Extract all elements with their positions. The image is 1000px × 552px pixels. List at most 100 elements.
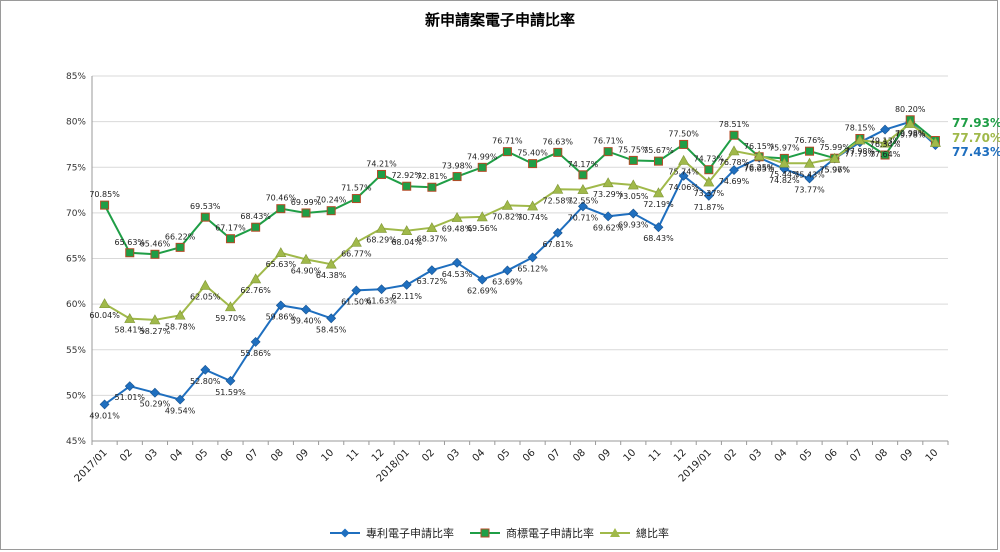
data-label: 67.17%	[215, 224, 246, 233]
data-label: 62.76%	[240, 286, 271, 295]
end-value-label: 77.70%	[952, 131, 1000, 145]
data-point-square	[554, 148, 562, 156]
x-tick-label: 10	[320, 447, 337, 464]
y-tick-label: 80%	[66, 118, 86, 128]
x-tick-label: 04	[471, 447, 488, 464]
data-point-square	[327, 207, 335, 215]
data-label: 73.98%	[442, 162, 473, 171]
x-tick-label: 2017/01	[73, 447, 110, 484]
data-label: 55.86%	[240, 349, 271, 358]
data-point-square	[604, 148, 612, 156]
data-label: 68.43%	[643, 234, 674, 243]
data-point-triangle	[200, 280, 210, 289]
legend-label: 總比率	[636, 526, 669, 540]
data-label: 75.67%	[643, 146, 674, 155]
data-label: 69.53%	[190, 202, 221, 211]
data-point-square	[403, 182, 411, 190]
data-label: 67.81%	[543, 240, 574, 249]
data-point-diamond	[629, 209, 638, 218]
x-tick-label: 04	[168, 447, 185, 464]
data-point-square	[277, 205, 285, 213]
x-tick-label: 09	[294, 447, 311, 464]
data-point-square	[352, 195, 360, 203]
data-point-square	[453, 173, 461, 181]
data-label: 76.71%	[492, 137, 523, 146]
data-label: 49.01%	[89, 411, 120, 420]
data-label: 49.54%	[165, 407, 196, 416]
data-point-diamond	[377, 285, 386, 294]
data-point-square	[201, 213, 209, 221]
y-tick-label: 65%	[66, 255, 86, 265]
data-point-triangle	[729, 146, 739, 155]
y-tick-label: 85%	[66, 72, 86, 82]
y-tick-label: 70%	[66, 209, 86, 219]
data-point-diamond	[302, 305, 311, 314]
data-label: 70.85%	[89, 190, 120, 199]
data-point-triangle	[100, 299, 110, 308]
data-label: 71.57%	[341, 184, 372, 193]
data-label: 62.69%	[467, 287, 498, 296]
data-point-diamond	[881, 125, 890, 134]
data-point-square	[302, 209, 310, 217]
data-label: 65.12%	[517, 264, 548, 273]
data-label: 73.37%	[694, 189, 725, 198]
data-label: 66.77%	[341, 249, 372, 258]
end-value-label: 77.43%	[952, 145, 1000, 159]
data-label: 66.22%	[165, 232, 196, 241]
data-label: 64.53%	[442, 270, 473, 279]
data-label: 79.78%	[895, 131, 926, 140]
x-tick-label: 05	[798, 447, 815, 464]
data-label: 77.50%	[668, 129, 699, 138]
data-label: 58.78%	[165, 322, 196, 331]
data-label: 72.81%	[417, 172, 448, 181]
data-label: 73.77%	[794, 185, 825, 194]
data-label: 74.21%	[366, 159, 397, 168]
data-label: 70.71%	[568, 213, 599, 222]
data-label: 51.59%	[215, 388, 246, 397]
data-label: 60.04%	[89, 311, 120, 320]
grid-lines	[92, 76, 948, 395]
legend: 專利電子申請比率商標電子申請比率總比率	[330, 526, 669, 540]
x-tick-label: 12	[672, 447, 689, 464]
data-point-diamond	[402, 280, 411, 289]
data-label: 76.63%	[543, 137, 574, 146]
data-label: 62.05%	[190, 292, 221, 301]
data-point-square	[252, 223, 260, 231]
data-point-square	[503, 148, 511, 156]
data-label: 62.11%	[391, 292, 422, 301]
data-point-triangle	[351, 237, 361, 246]
x-tick-label: 06	[823, 447, 840, 464]
legend-marker-diamond	[341, 529, 350, 538]
x-tick-label: 08	[269, 447, 286, 464]
x-tick-label: 07	[244, 447, 261, 464]
data-point-diamond	[427, 266, 436, 275]
data-point-square	[378, 170, 386, 178]
data-label: 75.74%	[668, 167, 699, 176]
data-label: 78.51%	[719, 120, 750, 129]
data-label: 80.20%	[895, 105, 926, 114]
data-point-square	[176, 243, 184, 251]
x-tick-label: 03	[748, 447, 765, 464]
data-point-square	[730, 131, 738, 139]
x-tick-label: 08	[571, 447, 588, 464]
x-tick-label: 02	[722, 447, 739, 464]
data-point-square	[151, 250, 159, 258]
data-point-square	[579, 171, 587, 179]
data-point-square	[428, 183, 436, 191]
y-tick-label: 45%	[66, 437, 86, 447]
data-label: 74.17%	[568, 160, 599, 169]
data-point-square	[126, 249, 134, 257]
x-tick-label: 11	[647, 447, 664, 464]
end-value-label: 77.93%	[952, 116, 1000, 130]
data-label: 69.93%	[618, 221, 649, 230]
y-tick-label: 75%	[66, 163, 86, 173]
x-tick-label: 07	[848, 447, 865, 464]
data-label: 59.70%	[215, 314, 246, 323]
data-point-square	[705, 166, 713, 174]
data-point-square	[529, 160, 537, 168]
data-point-triangle	[679, 155, 689, 164]
data-point-square	[478, 163, 486, 171]
data-label: 70.24%	[316, 196, 347, 205]
data-label: 75.40%	[517, 149, 548, 158]
